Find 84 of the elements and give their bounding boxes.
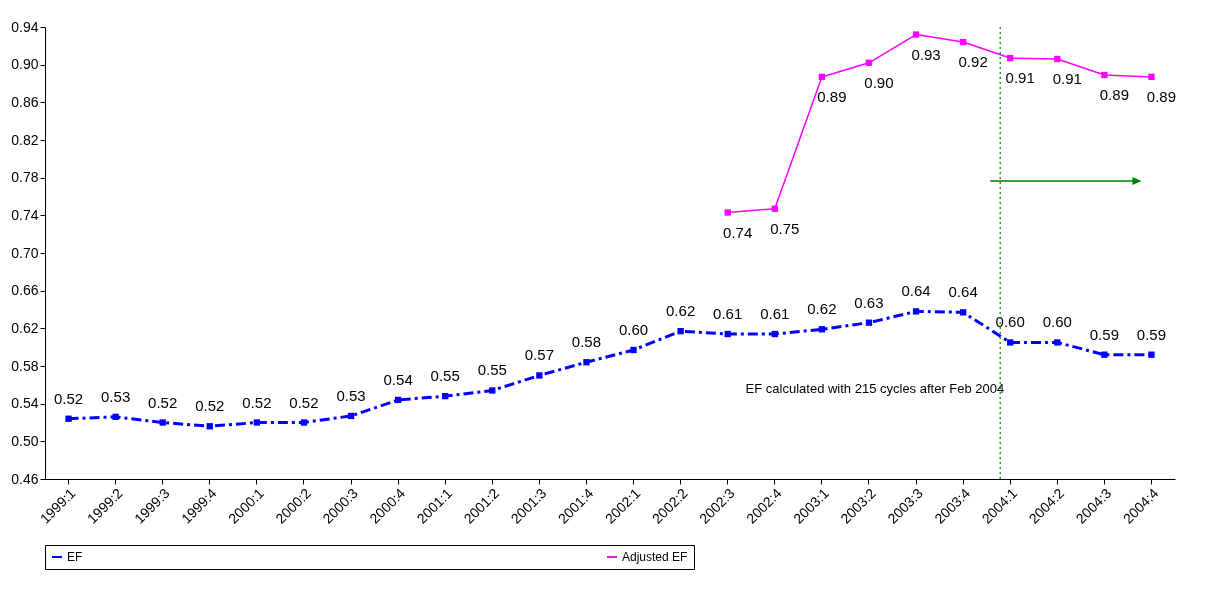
- point: [442, 392, 449, 400]
- point: [1101, 351, 1108, 358]
- y-tick-label: 0.70: [11, 244, 39, 261]
- data-label: 0.74: [723, 223, 753, 241]
- data-label: 0.75: [770, 219, 800, 237]
- data-label: 0.91: [1005, 69, 1035, 87]
- point: [818, 73, 826, 81]
- data-label: 0.63: [854, 293, 884, 311]
- data-label: 0.52: [289, 393, 319, 411]
- data-label: 0.62: [807, 300, 837, 318]
- data-label: 0.90: [864, 73, 894, 91]
- data-label: 0.61: [713, 304, 743, 322]
- data-label: 0.52: [53, 389, 84, 407]
- y-tick-label: 0.82: [11, 131, 39, 148]
- point: [394, 396, 402, 404]
- point: [159, 419, 166, 426]
- annotation: EF calculated with 215 cycles after Feb 2004: [745, 380, 1005, 396]
- data-label: 0.53: [101, 387, 131, 405]
- point: [489, 387, 496, 394]
- point: [1007, 54, 1014, 62]
- point: [630, 346, 637, 354]
- legend-label: EF: [67, 550, 83, 564]
- data-label: 0.64: [948, 283, 978, 301]
- point: [959, 38, 967, 46]
- data-label: 0.89: [1099, 86, 1129, 104]
- y-tick-label: 0.58: [11, 357, 39, 374]
- point: [865, 319, 873, 326]
- y-tick-label: 0.78: [11, 169, 39, 186]
- y-tick-label: 0.54: [11, 395, 39, 412]
- data-label: 0.91: [1052, 70, 1082, 88]
- point: [1148, 73, 1155, 81]
- point: [65, 415, 72, 422]
- y-tick-label: 0.74: [11, 206, 39, 223]
- point: [300, 419, 308, 426]
- point: [206, 423, 213, 430]
- point: [583, 359, 590, 366]
- data-label: 0.58: [571, 333, 602, 351]
- data-label: 0.60: [618, 320, 649, 338]
- point: [959, 309, 967, 316]
- point: [1054, 339, 1061, 346]
- data-label: 0.60: [995, 313, 1025, 331]
- data-label: 0.59: [1136, 325, 1167, 343]
- data-label: 0.64: [901, 282, 931, 300]
- data-label: 0.93: [911, 45, 941, 63]
- point: [112, 413, 119, 421]
- point: [1148, 351, 1155, 358]
- point: [912, 31, 920, 38]
- y-tick-label: 0.66: [11, 282, 39, 299]
- legend-label: Adjusted EF: [622, 550, 688, 564]
- point: [818, 326, 826, 333]
- point: [536, 372, 543, 379]
- data-label: 0.52: [195, 397, 225, 415]
- data-label: 0.89: [817, 87, 847, 105]
- data-label: 0.52: [148, 393, 178, 411]
- y-tick-label: 0.86: [11, 93, 39, 110]
- y-tick-label: 0.90: [11, 56, 39, 73]
- point: [1007, 339, 1014, 346]
- data-label: 0.61: [760, 304, 790, 322]
- point: [677, 328, 684, 335]
- point: [912, 308, 920, 315]
- data-label: 0.53: [336, 386, 366, 404]
- data-label: 0.54: [383, 370, 413, 388]
- data-label: 0.57: [524, 346, 554, 364]
- point: [771, 330, 778, 338]
- y-tick-label: 0.50: [11, 432, 39, 449]
- point: [1101, 71, 1108, 79]
- data-label: 0.55: [477, 361, 507, 379]
- point: [865, 59, 873, 66]
- data-label: 0.60: [1042, 313, 1072, 331]
- data-label: 0.59: [1089, 325, 1119, 343]
- data-label: 0.89: [1146, 87, 1177, 105]
- data-label: 0.92: [958, 53, 988, 71]
- y-tick-label: 0.46: [11, 470, 39, 487]
- point: [253, 419, 261, 426]
- point: [771, 205, 778, 212]
- point: [724, 209, 731, 216]
- data-label: 0.62: [666, 302, 696, 320]
- data-label: 0.55: [430, 367, 460, 385]
- data-label: 0.52: [242, 393, 272, 411]
- y-tick-label: 0.94: [11, 18, 39, 35]
- point: [347, 412, 355, 420]
- point: [1054, 55, 1061, 63]
- point: [724, 330, 731, 338]
- y-tick-label: 0.62: [11, 319, 39, 336]
